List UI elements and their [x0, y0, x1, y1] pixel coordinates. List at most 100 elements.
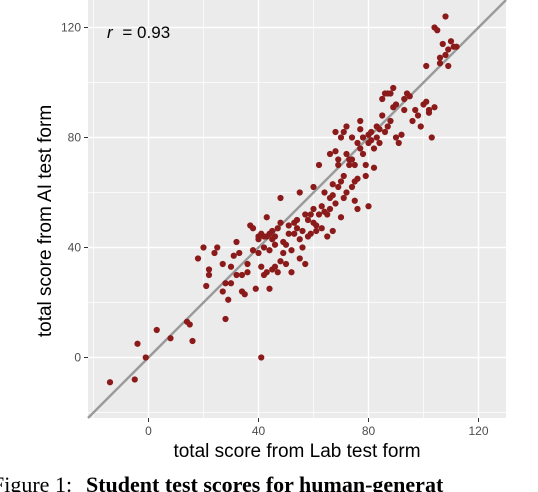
data-point	[238, 271, 246, 279]
data-point	[436, 60, 444, 67]
data-point	[313, 227, 320, 235]
data-point	[263, 214, 270, 221]
data-point	[318, 203, 325, 210]
y-axis-label: total score from AI test form	[35, 105, 56, 337]
data-point	[203, 282, 210, 290]
data-point	[447, 38, 455, 45]
x-axis-label: total score from Lab test form	[173, 441, 420, 462]
data-point	[348, 183, 356, 191]
data-point	[340, 172, 347, 180]
data-point	[277, 194, 284, 202]
data-point	[277, 219, 284, 226]
data-point	[285, 222, 292, 229]
data-point	[412, 106, 419, 114]
data-point	[348, 156, 356, 163]
data-point	[326, 205, 334, 213]
x-tick-label: 80	[362, 424, 376, 438]
data-point	[406, 93, 413, 100]
data-point	[282, 241, 290, 248]
data-point	[332, 128, 339, 136]
data-point	[288, 247, 295, 254]
data-point	[368, 128, 375, 136]
data-point	[329, 181, 336, 188]
data-point	[291, 230, 298, 237]
data-points	[106, 13, 460, 386]
data-point	[222, 315, 229, 323]
data-point	[299, 244, 306, 251]
data-point	[189, 337, 196, 345]
data-point	[315, 211, 323, 218]
figure-caption: Figure 1: Student test scores for human-…	[0, 474, 538, 492]
data-point	[296, 189, 303, 196]
data-point	[337, 214, 345, 221]
y-tick-label: 120	[61, 21, 81, 35]
data-point	[310, 205, 317, 213]
data-point	[431, 104, 438, 111]
data-point	[354, 139, 361, 147]
data-point	[274, 269, 281, 276]
data-point	[329, 227, 336, 235]
data-point	[423, 62, 430, 70]
data-point	[258, 263, 265, 270]
data-point	[337, 178, 345, 185]
data-point	[282, 260, 290, 268]
data-point	[167, 335, 174, 342]
data-point	[335, 161, 342, 169]
data-point	[260, 244, 268, 251]
data-point	[310, 183, 317, 191]
data-point	[401, 95, 408, 103]
data-point	[194, 255, 202, 262]
data-point	[271, 263, 279, 270]
data-point	[434, 27, 441, 34]
data-point	[337, 134, 345, 141]
r-value: = 0.93	[122, 23, 170, 42]
data-point	[417, 123, 424, 130]
data-point	[205, 266, 213, 273]
data-point	[414, 112, 422, 119]
data-point	[445, 62, 452, 70]
data-point	[359, 134, 367, 141]
data-point	[332, 148, 339, 155]
data-point	[343, 189, 350, 196]
data-point	[315, 161, 323, 169]
data-point	[233, 238, 240, 246]
data-point	[269, 227, 276, 235]
data-point	[255, 249, 262, 257]
data-point	[436, 54, 444, 61]
data-point	[354, 175, 361, 182]
data-point	[241, 291, 248, 298]
data-point	[302, 260, 309, 268]
data-point	[346, 161, 353, 169]
data-point	[285, 230, 292, 237]
x-tick-label: 40	[252, 424, 266, 438]
data-point	[274, 225, 281, 232]
data-point	[307, 230, 314, 237]
data-point	[131, 376, 138, 383]
data-point	[442, 51, 449, 59]
data-point	[357, 126, 364, 133]
data-point	[428, 134, 435, 141]
data-point	[227, 280, 235, 287]
data-point	[398, 131, 405, 138]
data-point	[340, 128, 347, 136]
data-point	[263, 269, 270, 276]
data-point	[296, 255, 303, 262]
data-point	[387, 90, 394, 97]
data-point	[186, 321, 193, 328]
data-point	[340, 194, 347, 202]
data-point	[381, 128, 389, 136]
x-axis-ticks: 0 40 80 120	[145, 418, 489, 438]
r-symbol: r	[107, 23, 114, 42]
y-tick-label: 80	[68, 131, 82, 145]
data-point	[313, 222, 320, 229]
data-point	[258, 354, 265, 361]
data-point	[343, 150, 350, 158]
data-point	[280, 249, 287, 257]
data-point	[362, 161, 369, 169]
data-point	[249, 225, 257, 232]
data-point	[392, 134, 400, 141]
data-point	[373, 134, 380, 141]
data-point	[288, 269, 295, 276]
data-point	[368, 137, 375, 144]
data-point	[442, 13, 449, 20]
